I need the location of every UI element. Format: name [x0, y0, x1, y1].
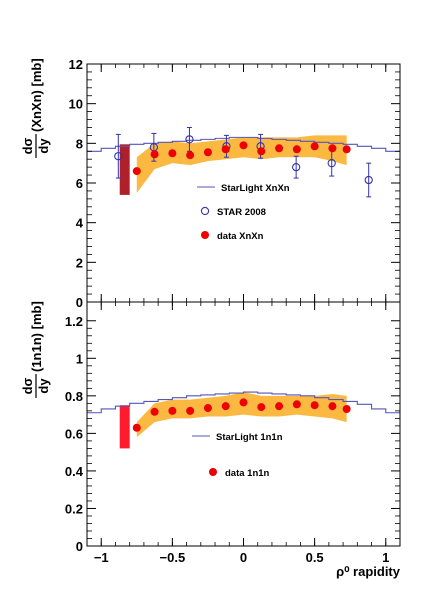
- top-y-ticks: 0 2 4 6 8 10 12: [69, 57, 400, 310]
- top-syst-box-rect: [119, 144, 130, 195]
- top-ytick-label: 4: [76, 216, 84, 231]
- top-ylabel-text: (XnXn) [mb]: [29, 58, 44, 132]
- bottom-data-points: [132, 398, 351, 432]
- top-data-point: [203, 148, 212, 157]
- bottom-frame: [86, 301, 401, 547]
- bot-ylabel-denominator: dy: [36, 378, 51, 394]
- xtick-label: −1: [94, 550, 109, 565]
- top-legend-label: data XnXn: [217, 231, 264, 242]
- bot-data-point: [310, 401, 319, 410]
- bot-legend-label: StarLight 1n1n: [216, 432, 283, 443]
- star2008-point: [185, 135, 194, 144]
- top-legend-label: StarLight XnXn: [221, 183, 290, 194]
- top-legend: StarLight XnXn STAR 2008 data XnXn: [197, 183, 290, 242]
- bot-data-point: [292, 400, 301, 409]
- bot-data-point: [186, 406, 195, 415]
- top-data-point: [275, 144, 284, 153]
- top-data-point: [221, 145, 230, 154]
- top-data-points: [132, 141, 351, 176]
- bot-syst-box-rect: [119, 405, 130, 449]
- bot-data-point: [203, 404, 212, 413]
- bot-ytick-label: 1: [76, 351, 83, 366]
- top-starlight-curve: [87, 136, 400, 152]
- top-legend-filled-circle: [201, 231, 209, 239]
- top-ylabel-denominator: dy: [36, 138, 51, 154]
- top-ytick-label: 2: [76, 255, 83, 270]
- top-data-point: [328, 144, 337, 153]
- top-data-point: [186, 151, 195, 160]
- bot-ytick-label: 0.4: [65, 464, 84, 479]
- xtick-label: 0: [240, 550, 247, 565]
- top-data-point: [168, 149, 177, 158]
- top-ytick-label: 0: [76, 295, 83, 310]
- top-legend-open-circle: [200, 206, 210, 216]
- bot-ytick-label: 0.6: [65, 426, 83, 441]
- top-ytick-label: 6: [76, 176, 83, 191]
- top-data-point: [132, 167, 141, 176]
- bottom-y-ticks: 0 0.2 0.4 0.6 0.8 1 1.2: [65, 314, 400, 554]
- bot-data-point: [328, 402, 337, 411]
- top-ytick-label: 10: [69, 97, 83, 112]
- top-data-point: [150, 150, 159, 159]
- top-syst-box: [119, 144, 130, 195]
- top-data-point: [310, 142, 319, 151]
- bottom-x-ticks: −1 −0.5 0 0.5 1: [86, 302, 401, 565]
- bottom-starlight-curve: [87, 391, 400, 414]
- bot-data-point: [257, 403, 266, 412]
- top-data-point: [239, 141, 248, 150]
- top-data-point: [257, 147, 266, 156]
- top-ytick-label: 8: [76, 136, 83, 151]
- top-y-axis-label: dσ dy (XnXn) [mb]: [20, 58, 51, 158]
- xtick-label: −0.5: [160, 550, 186, 565]
- bot-data-point: [342, 404, 351, 413]
- x-axis-label: ρ⁰ rapidity: [336, 564, 401, 579]
- bot-legend-filled-circle: [209, 468, 217, 476]
- bottom-syst-box: [119, 405, 130, 449]
- bot-ytick-label: 0: [76, 539, 83, 554]
- top-data-point: [342, 145, 351, 154]
- bottom-legend: StarLight 1n1n data 1n1n: [192, 432, 283, 479]
- bot-ylabel-text: (1n1n) [mb]: [29, 301, 44, 372]
- star2008-point: [291, 162, 301, 172]
- x-axis-title: ρ⁰ rapidity: [336, 564, 401, 579]
- bottom-panel: 0 0.2 0.4 0.6 0.8 1 1.2 −1 −0.5 0 0.5 1 StarLight …: [20, 301, 401, 579]
- xtick-label: 1: [382, 550, 389, 565]
- star2008-point: [364, 175, 373, 185]
- top-ylabel-group: dσ dy (XnXn) [mb]: [20, 58, 51, 158]
- bot-starlight-step-line: [87, 391, 400, 414]
- bot-data-point: [221, 402, 230, 411]
- bot-ylabel-group: dσ dy (1n1n) [mb]: [20, 301, 51, 398]
- star2008-point: [114, 152, 123, 161]
- xtick-label: 0.5: [306, 550, 324, 565]
- top-legend-label: STAR 2008: [217, 207, 266, 218]
- top-ylabel-numerator: dσ: [20, 137, 35, 154]
- bot-data-point: [132, 423, 141, 432]
- bot-data-point: [150, 407, 159, 416]
- bot-ytick-label: 0.2: [65, 501, 83, 516]
- bot-data-point: [239, 398, 248, 407]
- top-panel: 0 2 4 6 8 10 12 StarLight XnXn STAR 2008 data Xn…: [20, 57, 401, 310]
- bot-ylabel-numerator: dσ: [20, 377, 35, 394]
- bottom-y-axis-label: dσ dy (1n1n) [mb]: [20, 301, 51, 398]
- star2008-point: [327, 159, 336, 168]
- top-ytick-label: 12: [69, 57, 83, 72]
- bot-frame-rect: [86, 301, 401, 547]
- bot-data-point: [275, 402, 284, 411]
- bot-ytick-label: 1.2: [65, 314, 83, 329]
- top-starlight-step-line: [87, 136, 400, 152]
- bot-data-point: [168, 406, 177, 415]
- top-data-point: [292, 145, 301, 154]
- bot-legend-label: data 1n1n: [225, 468, 270, 479]
- bot-ytick-label: 0.8: [65, 389, 83, 404]
